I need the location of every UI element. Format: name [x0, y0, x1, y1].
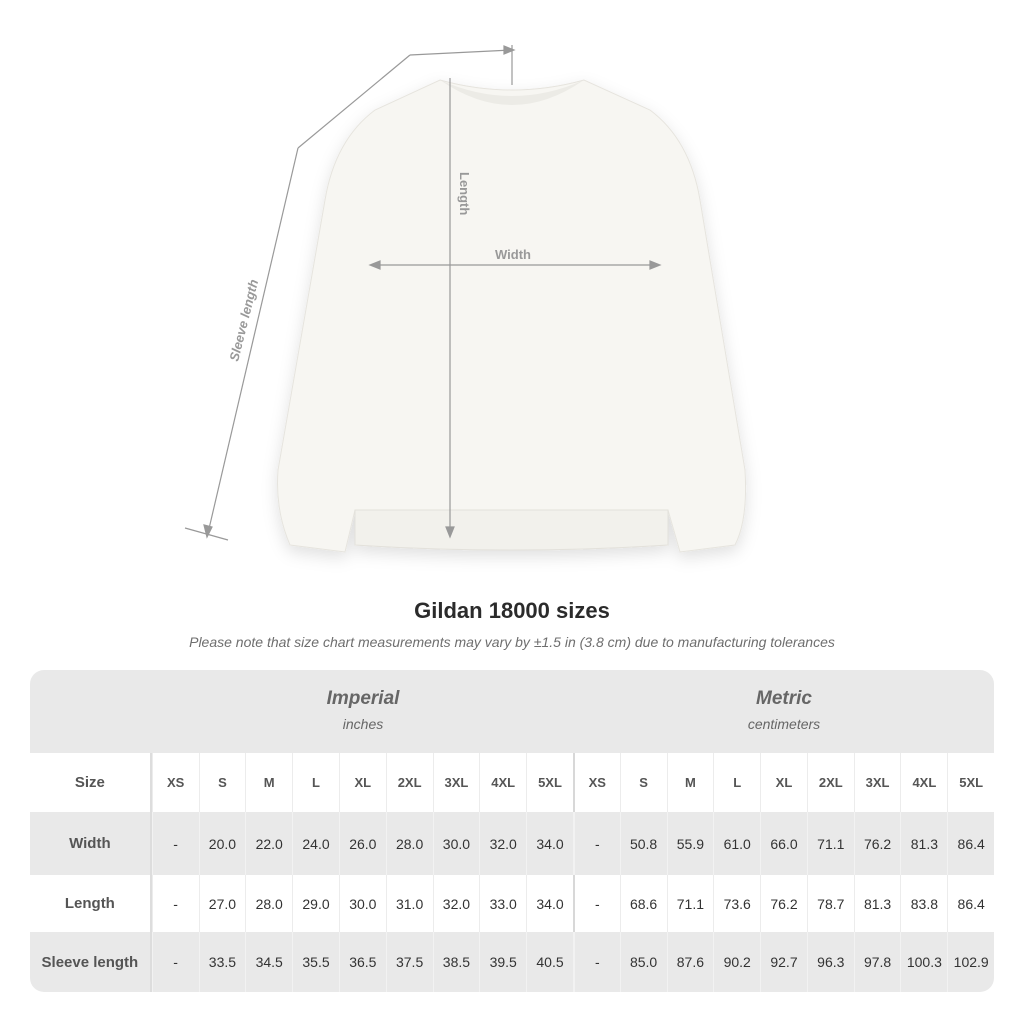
table-cell: - [572, 932, 620, 992]
table-cell: - [572, 875, 620, 932]
table-cell: - [572, 812, 620, 875]
table-cell: 2XL [385, 753, 433, 812]
row-label: Width [30, 812, 152, 875]
table-cell: 4XL [479, 753, 526, 812]
table-cell: 36.5 [338, 932, 386, 992]
table-cell: 4XL [900, 753, 947, 812]
table-cell: - [151, 812, 199, 875]
table-cell: 85.0 [619, 932, 667, 992]
table-cell: 96.3 [806, 932, 854, 992]
table-cell: 31.0 [385, 875, 433, 932]
table-cell: XL [760, 753, 807, 812]
table-cell: 37.5 [385, 932, 433, 992]
tolerance-note: Please note that size chart measurements… [189, 634, 835, 650]
units-header: Imperial inches Metric centimeters [30, 670, 994, 753]
row-label: Length [30, 875, 152, 932]
table-cell: 83.8 [900, 875, 947, 932]
table-cell: 32.0 [432, 875, 480, 932]
table-cell: 81.3 [853, 875, 901, 932]
table-cell: 28.0 [245, 875, 292, 932]
metric-header: Metric centimeters [574, 688, 994, 732]
table-cell: XS [151, 753, 199, 812]
table-cell: 30.0 [338, 875, 386, 932]
table-row: Length -27.0 28.0 29.0 30.0 31.0 32.0 33.0 34.0-… [30, 875, 994, 932]
table-cell: 86.4 [947, 812, 994, 875]
table-cell: 50.8 [619, 812, 667, 875]
table-cell: 33.5 [198, 932, 246, 992]
table-cell: 55.9 [666, 812, 714, 875]
table-cell: 71.1 [666, 875, 714, 932]
table-cell: 61.0 [713, 812, 760, 875]
size-header-row: Size XS S M L XL 2XL 3XL 4XL 5XL XS S M L XL 2XL 3XL 4XL 5… [30, 753, 994, 812]
table-cell: 5XL [947, 753, 994, 812]
table-cell: 2XL [806, 753, 854, 812]
table-cell: 35.5 [292, 932, 339, 992]
table-cell: 38.5 [432, 932, 480, 992]
table-cell: 76.2 [853, 812, 901, 875]
length-label: Length [457, 172, 472, 215]
table-cell: 81.3 [900, 812, 947, 875]
table-cell: 30.0 [432, 812, 480, 875]
table-cell: 90.2 [713, 932, 760, 992]
sweatshirt-image [277, 79, 747, 553]
table-cell: 102.9 [947, 932, 994, 992]
chart-title: Gildan 18000 sizes [414, 598, 610, 623]
table-cell: M [245, 753, 292, 812]
table-cell: 34.5 [245, 932, 292, 992]
table-cell: 100.3 [900, 932, 947, 992]
sweatshirt-diagram: Length Width Sleeve length [184, 45, 747, 553]
sleeve-length-label: Sleeve length [226, 278, 261, 363]
table-cell: 78.7 [806, 875, 854, 932]
table-cell: 32.0 [479, 812, 526, 875]
table-cell: 39.5 [479, 932, 526, 992]
measure-lines [184, 45, 662, 541]
table-cell: 27.0 [198, 875, 246, 932]
table-cell: 87.6 [666, 932, 714, 992]
table-cell: M [666, 753, 714, 812]
table-cell: 3XL [432, 753, 480, 812]
table-row: Sleeve length -33.5 34.5 35.5 36.5 37.5 38.5 39… [30, 932, 994, 992]
table-cell: 68.6 [619, 875, 667, 932]
table-cell: 71.1 [806, 812, 854, 875]
table-cell: 76.2 [760, 875, 807, 932]
table-cell: 28.0 [385, 812, 433, 875]
size-table: Imperial inches Metric centimeters Size X… [30, 670, 994, 992]
table-cell: 26.0 [338, 812, 386, 875]
table-cell: 29.0 [292, 875, 339, 932]
table-cell: XS [572, 753, 620, 812]
table-cell: 24.0 [292, 812, 339, 875]
table-cell: - [151, 932, 199, 992]
table-cell: 3XL [853, 753, 901, 812]
table-row: Width -20.0 22.0 24.0 26.0 28.0 30.0 32.0 34.0-5… [30, 812, 994, 875]
table-cell: - [151, 875, 199, 932]
imperial-unit: inches [342, 716, 384, 732]
table-cell: 73.6 [713, 875, 760, 932]
imperial-title: Imperial [326, 688, 400, 709]
table-cell: 66.0 [760, 812, 807, 875]
width-label: Width [495, 247, 531, 262]
table-cell: XL [338, 753, 386, 812]
table-cell: 34.0 [526, 812, 573, 875]
table-cell: 22.0 [245, 812, 292, 875]
table-cell: 20.0 [198, 812, 246, 875]
metric-unit: centimeters [747, 716, 821, 732]
metric-title: Metric [756, 688, 812, 709]
table-cell: 40.5 [526, 932, 573, 992]
table-cell: 92.7 [760, 932, 807, 992]
table-cell: L [292, 753, 339, 812]
table-cell: L [713, 753, 760, 812]
table-cell: S [619, 753, 667, 812]
table-cell: S [198, 753, 246, 812]
imperial-header: Imperial inches [152, 688, 574, 732]
table-cell: 34.0 [526, 875, 573, 932]
table-cell: 33.0 [479, 875, 526, 932]
table-cell: 97.8 [853, 932, 901, 992]
table-cell: 86.4 [947, 875, 994, 932]
row-label: Sleeve length [30, 932, 152, 992]
table-cell: 5XL [526, 753, 573, 812]
row-label: Size [30, 753, 152, 812]
